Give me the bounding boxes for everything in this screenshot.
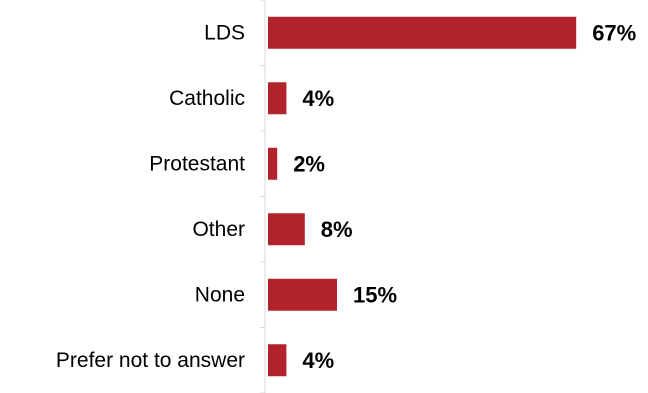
value-label: 15% xyxy=(353,282,397,307)
category-label: Other xyxy=(192,218,245,241)
bar-4 xyxy=(268,278,337,311)
value-label: 4% xyxy=(302,348,334,373)
category-label: None xyxy=(195,283,245,306)
label-layer: LDS 67% Catholic 4% Protestant 2% Other 8% None 1… xyxy=(56,20,636,373)
value-label: 8% xyxy=(321,217,353,242)
value-label: 2% xyxy=(293,151,325,176)
category-label: LDS xyxy=(204,21,245,44)
bar-1 xyxy=(268,82,287,115)
bar-2 xyxy=(268,147,278,180)
value-label: 67% xyxy=(592,20,636,45)
category-axis xyxy=(260,0,266,393)
category-label: Protestant xyxy=(149,152,245,175)
category-label: Catholic xyxy=(169,87,245,110)
value-label: 4% xyxy=(302,86,334,111)
bar-series xyxy=(268,16,577,377)
bar-5 xyxy=(268,344,287,377)
category-label: Prefer not to answer xyxy=(56,349,245,372)
bar-0 xyxy=(268,16,577,49)
bar-3 xyxy=(268,213,305,246)
